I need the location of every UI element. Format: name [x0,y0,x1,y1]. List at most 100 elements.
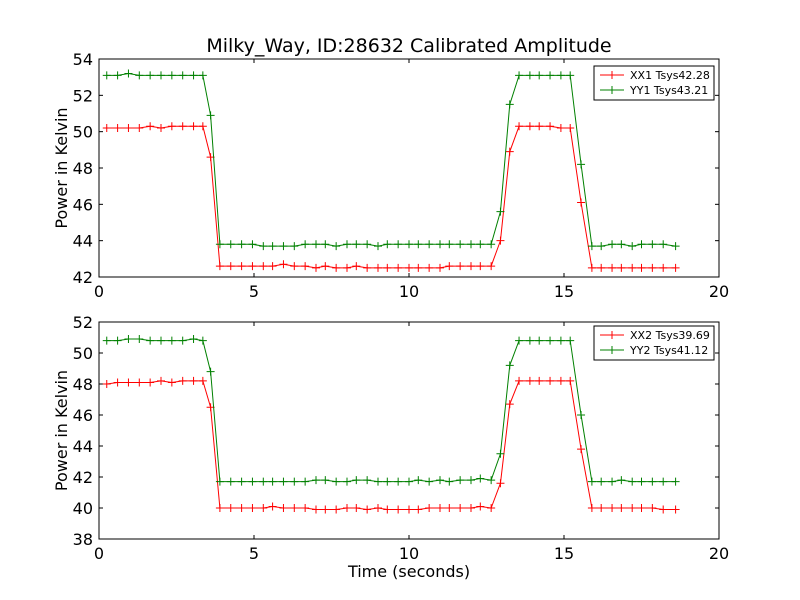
bottom-legend-marker [608,346,616,354]
top-data-point [535,71,544,80]
top-data-point [215,240,224,249]
bottom-data-point [628,477,637,486]
top-data-point [135,71,144,80]
top-data-point [113,71,122,80]
bottom-legend-box [593,325,715,361]
top-data-point [259,242,268,251]
bottom-xtick-label: 20 [709,544,729,563]
top-data-point [146,71,155,80]
bottom-ytick-label: 50 [73,344,93,363]
top-ytick-label: 48 [73,159,93,178]
top-data-point [279,242,288,251]
top-data-point [237,262,246,271]
bottom-data-point [405,505,413,514]
bottom-data-point [637,477,646,486]
top-data-point [515,71,524,80]
top-data-point [178,122,187,131]
top-xtick-label: 5 [249,282,259,301]
bottom-data-point [394,477,403,486]
top-data-point [456,240,465,249]
bottom-data-point [405,477,413,486]
bottom-ytick-label: 40 [73,499,93,518]
bottom-data-point [577,411,586,419]
top-data-point [374,263,382,272]
top-data-point [487,262,496,271]
bottom-data-point [279,477,288,486]
top-data-point [383,240,392,249]
top-data-point [425,263,434,272]
bottom-series-line-2 [106,338,676,483]
chart-title: Milky_Way, ID:28632 Calibrated Amplitude [206,35,611,57]
top-data-point [113,124,122,133]
top-data-point [167,71,176,80]
bottom-data-point [556,376,565,385]
top-data-point [414,263,423,272]
bottom-data-point [237,504,246,512]
top-data-point [597,242,606,251]
top-data-point [436,240,444,249]
bottom-data-point [321,476,330,485]
bottom-data-point [535,336,544,345]
bottom-data-point [525,336,534,345]
bottom-data-point [456,476,465,485]
top-data-point [332,242,341,251]
top-data-point [476,262,485,271]
top-data-point [248,240,257,249]
top-data-point [178,71,187,80]
top-data-point [352,262,361,271]
bottom-data-point [436,504,444,512]
bottom-data-point [332,477,341,486]
bottom-data-point [178,336,187,345]
bottom-data-point [248,477,257,486]
top-data-point [608,263,617,272]
bottom-data-point [467,476,475,485]
top-data-point [608,240,617,249]
bottom-data-point [374,504,382,512]
bottom-xtick-label: 10 [399,544,419,563]
bottom-data-point [496,479,505,488]
top-data-point [146,122,155,131]
top-legend-label: XX1 Tsys42.28 [630,69,710,82]
top-data-point [383,263,392,272]
bottom-data-point [436,476,444,485]
bottom-data-point [617,476,626,485]
top-ytick-label: 46 [73,195,93,214]
top-data-point [198,122,207,131]
bottom-data-point [102,336,111,345]
top-data-point [290,262,299,271]
bottom-data-point [648,477,657,486]
bottom-data-point [597,477,606,486]
bottom-data-point [135,335,144,344]
top-data-point [102,124,111,133]
bottom-data-point [505,400,514,409]
top-data-point [505,100,514,109]
bottom-data-point [226,477,235,486]
top-data-point [394,240,403,249]
bottom-data-point [456,504,465,512]
top-legend-label: YY1 Tsys43.21 [629,84,708,97]
bottom-data-point [556,336,565,345]
top-series-line-2 [106,73,676,247]
top-data-point [487,240,496,249]
bottom-data-point [659,505,668,514]
bottom-data-point [237,477,246,486]
bottom-data-point [617,504,626,512]
bottom-xtick-label: 15 [554,544,574,563]
bottom-data-point [259,477,268,486]
top-data-point [268,242,277,251]
bottom-data-point [352,476,361,485]
top-data-point [467,262,475,271]
top-legend-marker [608,86,616,94]
bottom-data-point [124,335,133,344]
bottom-data-point [259,504,268,512]
top-data-point [597,263,606,272]
bottom-data-point [566,336,575,345]
top-data-point [363,263,372,272]
bottom-data-point [102,380,111,388]
top-data-point [467,240,475,249]
top-series-line-1 [106,125,676,269]
top-data-point [566,71,575,80]
bottom-data-point [671,477,680,486]
top-data-point [343,240,351,249]
bottom-data-point [608,504,617,512]
